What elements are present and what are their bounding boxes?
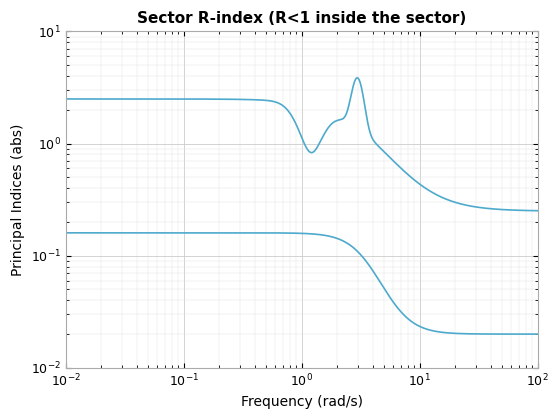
- Y-axis label: Principal Indices (abs): Principal Indices (abs): [11, 123, 25, 276]
- X-axis label: Frequency (rad/s): Frequency (rad/s): [241, 395, 362, 409]
- Title: Sector R-index (R<1 inside the sector): Sector R-index (R<1 inside the sector): [137, 11, 466, 26]
